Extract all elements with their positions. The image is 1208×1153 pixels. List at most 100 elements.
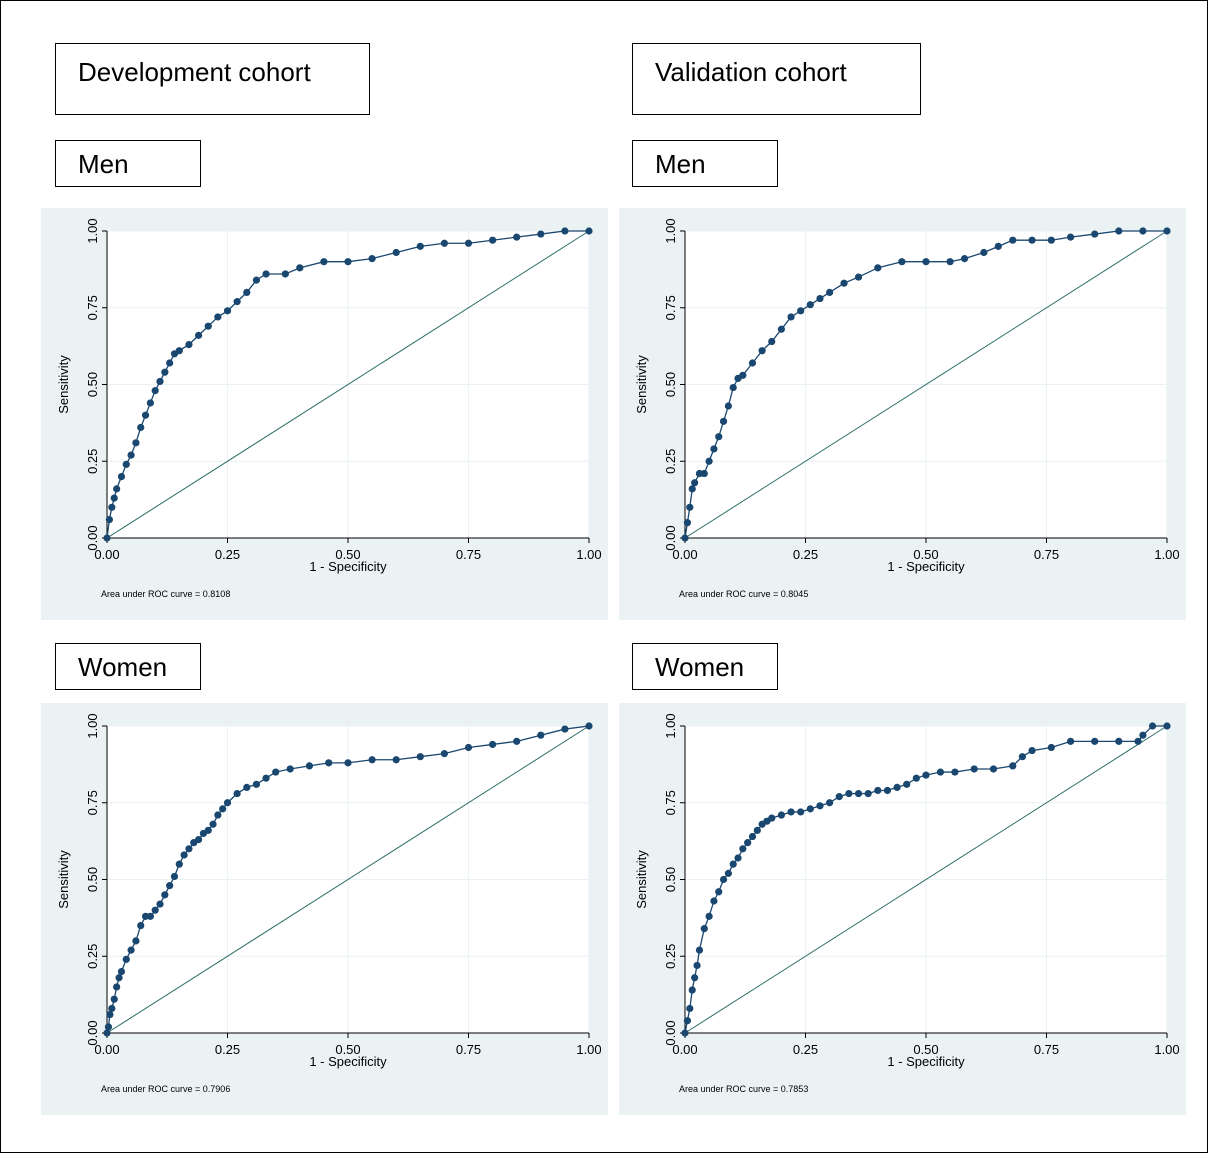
roc-point: [151, 387, 159, 395]
roc-point: [1148, 722, 1157, 730]
roc-point: [980, 248, 988, 257]
roc-point: [185, 845, 193, 853]
roc-point: [719, 417, 728, 425]
roc-point: [806, 301, 814, 309]
roc-point: [729, 383, 737, 392]
roc-point: [898, 258, 906, 266]
roc-point: [1163, 722, 1171, 730]
roc-point: [700, 925, 708, 933]
reference-line: [106, 725, 590, 1034]
roc-point: [440, 750, 448, 758]
y-tick-label: 0.25: [663, 944, 678, 969]
roc-point: [166, 882, 174, 890]
x-tick-label: 0.50: [913, 547, 938, 562]
roc-point: [175, 347, 183, 355]
roc-point: [344, 258, 352, 266]
roc-point: [768, 814, 776, 822]
roc-point: [826, 288, 834, 296]
roc-point: [1067, 737, 1075, 745]
roc-point: [748, 359, 757, 367]
roc-point: [489, 740, 497, 749]
roc-point: [132, 439, 140, 447]
y-tick-label: 0.75: [85, 790, 100, 815]
roc-point: [272, 768, 280, 776]
roc-point: [513, 233, 521, 241]
y-tick-label: 0.25: [85, 944, 100, 969]
roc-point: [1134, 737, 1142, 745]
roc-point: [146, 399, 154, 407]
y-tick-label: 0.50: [663, 867, 678, 892]
y-tick-label: 1.00: [85, 713, 100, 738]
roc-point: [194, 835, 203, 844]
x-tick-label: 0.25: [215, 1042, 240, 1057]
roc-point: [305, 762, 314, 770]
roc-point: [204, 826, 212, 834]
roc-point: [175, 860, 183, 868]
roc-chart-val-women: 0.00 0.25 0.50 0.75 1.00 0.00 0.25 0.50 0.75 1.00…: [619, 703, 1186, 1115]
roc-point: [845, 789, 853, 798]
roc-point: [104, 1023, 113, 1031]
roc-point: [103, 1029, 111, 1037]
roc-point: [262, 774, 270, 782]
roc-point: [219, 805, 227, 813]
roc-point: [922, 771, 930, 779]
roc-point: [537, 731, 545, 739]
roc-point: [681, 534, 689, 542]
roc-point: [344, 759, 352, 767]
roc-point: [903, 780, 911, 788]
roc-point: [440, 239, 448, 247]
roc-point: [161, 891, 169, 899]
roc-point: [252, 276, 261, 284]
roc-point: [113, 983, 121, 991]
header-validation-cohort: Validation cohort: [632, 43, 921, 115]
roc-point: [1091, 230, 1099, 238]
roc-point: [156, 377, 164, 386]
y-axis-title: Sensitivity: [634, 850, 649, 909]
x-tick-label: 0.00: [94, 1042, 119, 1057]
roc-point: [883, 786, 892, 795]
roc-point: [1018, 753, 1026, 761]
y-tick-label: 0.25: [85, 449, 100, 474]
roc-point: [464, 743, 473, 752]
roc-point: [768, 337, 776, 346]
reference-line: [684, 230, 1168, 539]
roc-point: [392, 248, 400, 257]
roc-point: [1139, 227, 1147, 235]
y-tick-label: 0.00: [663, 1020, 678, 1045]
roc-point: [700, 469, 708, 478]
roc-point: [122, 460, 130, 468]
x-tick-label: 0.50: [913, 1042, 938, 1057]
roc-point: [1163, 227, 1171, 235]
roc-point: [325, 759, 333, 767]
roc-point: [874, 264, 882, 272]
roc-point: [170, 872, 179, 881]
roc-point: [946, 258, 954, 266]
x-tick-label: 1.00: [1154, 1042, 1179, 1057]
roc-point: [1091, 737, 1099, 745]
roc-point: [416, 242, 424, 250]
roc-point: [912, 774, 920, 782]
roc-point: [180, 851, 188, 859]
roc-point: [585, 722, 593, 730]
roc-point: [1115, 737, 1123, 745]
roc-point: [296, 264, 304, 272]
roc-point: [691, 479, 699, 487]
x-tick-label: 0.25: [215, 547, 240, 562]
roc-point: [392, 756, 400, 764]
roc-point: [223, 307, 232, 315]
roc-point: [787, 313, 795, 321]
roc-point: [537, 230, 545, 238]
roc-point: [724, 869, 732, 877]
roc-point: [936, 768, 945, 776]
y-tick-label: 1.00: [663, 218, 678, 243]
roc-point: [513, 737, 521, 745]
roc-point: [710, 897, 718, 905]
auc-note: Area under ROC curve = 0.8108: [101, 589, 230, 599]
group-label-val-women: Women: [632, 643, 778, 690]
roc-point: [835, 793, 843, 801]
roc-chart-val-men: 0.00 0.25 0.50 0.75 1.00 0.00 0.25 0.50 0.75 1.00…: [619, 208, 1186, 620]
roc-point: [710, 445, 718, 453]
roc-point: [1139, 731, 1147, 739]
roc-point: [893, 783, 901, 791]
group-label-dev-women: Women: [55, 643, 201, 690]
